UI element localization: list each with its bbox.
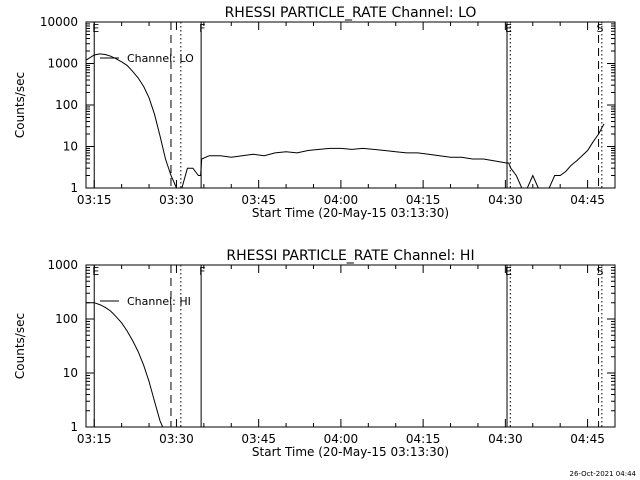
- chart-title: RHESSI PARTICLE_RATE Channel: LO: [225, 5, 477, 21]
- marker-label: E: [505, 22, 512, 35]
- x-tick-label: 04:00: [324, 193, 359, 207]
- y-tick-label: 10: [63, 140, 78, 154]
- x-tick-label: 04:45: [570, 193, 605, 207]
- x-tick-label: 04:15: [406, 193, 441, 207]
- plot-frame: [85, 21, 616, 189]
- datestamp: 26-Oct-2021 04:44: [570, 470, 637, 478]
- legend-label: Channel: LO: [127, 52, 194, 65]
- y-tick-label: 1000: [47, 258, 78, 272]
- plot-frame: [85, 264, 616, 428]
- x-tick-label: 04:15: [406, 432, 441, 446]
- marker-label: S: [597, 265, 604, 278]
- panel-2: RHESSI PARTICLE_RATE Channel: HI Counts/s…: [13, 248, 616, 459]
- y-tick-label: 1000: [47, 57, 78, 71]
- x-tick-label: 03:15: [77, 193, 112, 207]
- y-axis-label: Counts/sec: [13, 72, 27, 138]
- x-axis-label: Start Time (20-May-15 03:13:30): [252, 445, 449, 459]
- x-tick-label: 04:30: [488, 432, 523, 446]
- y-tick-label: 1: [70, 181, 78, 195]
- marker-label: E: [92, 22, 99, 35]
- x-tick-label: 04:00: [324, 432, 359, 446]
- y-axis-label: Counts/sec: [13, 313, 27, 379]
- panel-1: RHESSI PARTICLE_RATE Channel: LO Counts/s…: [13, 5, 616, 220]
- x-tick-label: 03:30: [159, 193, 194, 207]
- marker-label: F: [199, 265, 205, 278]
- x-axis-label: Start Time (20-May-15 03:13:30): [252, 206, 449, 220]
- y-tick-label: 100: [55, 98, 78, 112]
- x-tick-label: 03:30: [159, 432, 194, 446]
- y-tick-label: 10: [63, 366, 78, 380]
- marker-label: E: [92, 265, 99, 278]
- y-tick-label: 10000: [40, 15, 78, 29]
- x-tick-label: 03:45: [241, 432, 276, 446]
- x-tick-label: 03:15: [77, 432, 112, 446]
- x-tick-label: 04:45: [570, 432, 605, 446]
- marker-label: F: [199, 22, 205, 35]
- marker-label: S: [597, 22, 604, 35]
- y-tick-label: 100: [55, 312, 78, 326]
- series-line: [85, 53, 605, 189]
- marker-label: E: [505, 265, 512, 278]
- x-tick-label: 04:30: [488, 193, 523, 207]
- x-tick-label: 03:45: [241, 193, 276, 207]
- chart-title: RHESSI PARTICLE_RATE Channel: HI: [226, 248, 474, 264]
- legend-label: Channel: HI: [127, 295, 191, 308]
- y-tick-label: 1: [70, 420, 78, 434]
- series-line: [86, 302, 164, 428]
